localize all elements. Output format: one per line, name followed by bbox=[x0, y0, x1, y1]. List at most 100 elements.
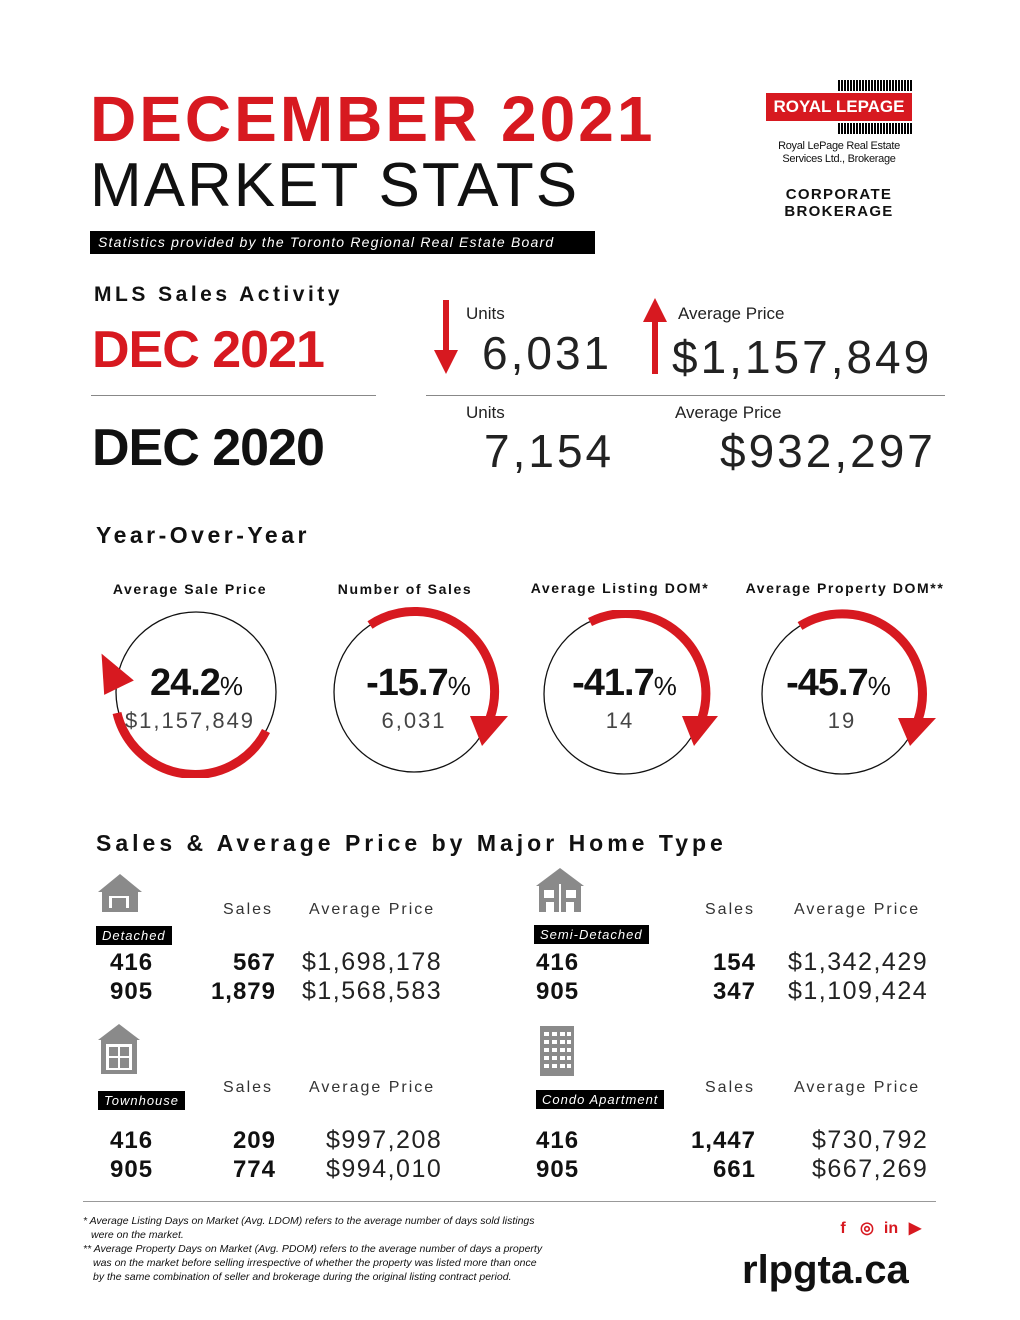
divider-left bbox=[91, 395, 376, 396]
price-header: Average Price bbox=[309, 1079, 436, 1096]
page-subtitle: MARKET STATS bbox=[90, 151, 580, 220]
yoy-label-avg-price: Average Sale Price bbox=[112, 581, 268, 597]
corp-line2: BROKERAGE bbox=[784, 203, 894, 220]
type-tag-townhouse: Townhouse bbox=[98, 1091, 186, 1110]
home-type-heading: Sales & Average Price by Major Home Type bbox=[96, 830, 727, 856]
source-bar: Statistics provided by the Toronto Regio… bbox=[90, 231, 595, 254]
area-416: 416 bbox=[110, 1127, 154, 1154]
area-905: 905 bbox=[536, 978, 580, 1005]
price-header: Average Price bbox=[794, 1079, 921, 1096]
divider-right bbox=[426, 395, 945, 396]
logo-subtitle-line1: Royal LePage Real Estate bbox=[778, 140, 900, 152]
previous-units-value: 7,154 bbox=[484, 425, 615, 477]
footnote-2-line2: was on the market before selling irrespe… bbox=[93, 1257, 537, 1269]
yoy-label-listing-dom: Average Listing DOM* bbox=[530, 580, 710, 596]
previous-price-label: Average Price bbox=[675, 403, 782, 422]
price-header: Average Price bbox=[794, 901, 921, 918]
yoy-sub-avg-price: $1,157,849 bbox=[124, 708, 256, 733]
page-title: DECEMBER 2021 bbox=[90, 83, 656, 155]
sales-value: 661 bbox=[712, 1156, 756, 1183]
logo-barcode-bottom bbox=[838, 123, 912, 134]
area-416: 416 bbox=[536, 949, 580, 976]
price-value: $667,269 bbox=[812, 1155, 929, 1183]
yoy-label-property-dom: Average Property DOM** bbox=[745, 580, 945, 596]
youtube-icon[interactable]: ▶ bbox=[908, 1220, 922, 1237]
type-tag-semi-detached: Semi-Detached bbox=[534, 925, 649, 944]
arrow-up-icon bbox=[643, 298, 667, 374]
yoy-sub-property-dom: 19 bbox=[827, 708, 857, 733]
area-905: 905 bbox=[536, 1156, 580, 1183]
yoy-sub-listing-dom: 14 bbox=[605, 708, 635, 733]
website-link[interactable]: rlpgta.ca bbox=[742, 1248, 909, 1292]
yoy-sub-num-sales: 6,031 bbox=[381, 708, 447, 733]
type-tag-detached: Detached bbox=[96, 926, 172, 945]
area-905: 905 bbox=[110, 978, 154, 1005]
logo-subtitle: Royal LePage Real Estate Services Ltd., … bbox=[766, 140, 912, 166]
area-416: 416 bbox=[110, 949, 154, 976]
yoy-circle-property-dom bbox=[761, 609, 936, 775]
price-value: $1,698,178 bbox=[302, 948, 443, 976]
yoy-pct-listing-dom: -41.7% bbox=[524, 662, 724, 705]
townhouse-icon bbox=[98, 1024, 140, 1074]
pct-value: -45.7 bbox=[786, 662, 869, 704]
previous-price-value: $932,297 bbox=[720, 425, 936, 477]
footnote-1-line2: were on the market. bbox=[91, 1229, 184, 1241]
sales-value: 154 bbox=[712, 949, 756, 976]
pct-value: -41.7 bbox=[572, 662, 655, 704]
logo-barcode-top bbox=[838, 80, 912, 91]
corporate-brokerage: CORPORATE BROKERAGE bbox=[766, 186, 912, 220]
sales-value: 1,879 bbox=[210, 978, 276, 1005]
pct-unit: % bbox=[219, 671, 243, 701]
yoy-circle-avg-price bbox=[101, 611, 277, 778]
footnote-1-line1: * Average Listing Days on Market (Avg. L… bbox=[83, 1215, 535, 1227]
yoy-pct-num-sales: -15.7% bbox=[318, 662, 518, 705]
corp-line1: CORPORATE bbox=[785, 186, 893, 203]
pct-value: 24.2 bbox=[149, 662, 221, 704]
previous-units-label: Units bbox=[466, 403, 505, 422]
pct-unit: % bbox=[447, 671, 471, 701]
current-period-label: DEC 2021 bbox=[92, 321, 325, 379]
previous-period-label: DEC 2020 bbox=[92, 419, 325, 477]
logo-name: ROYAL LEPAGE bbox=[766, 93, 912, 121]
yoy-pct-property-dom: -45.7% bbox=[738, 662, 938, 705]
current-price-value: $1,157,849 bbox=[672, 331, 933, 383]
arrow-down-icon bbox=[434, 300, 458, 374]
yoy-heading: Year-Over-Year bbox=[96, 522, 310, 548]
sales-header: Sales bbox=[223, 1079, 274, 1096]
sales-value: 774 bbox=[232, 1156, 276, 1183]
yoy-pct-avg-price: 24.2% bbox=[96, 662, 296, 705]
price-value: $994,010 bbox=[326, 1155, 443, 1183]
price-value: $1,342,429 bbox=[788, 948, 929, 976]
price-value: $1,568,583 bbox=[302, 977, 443, 1005]
sales-value: 567 bbox=[232, 949, 276, 976]
social-icons: f ◎ in ▶ bbox=[834, 1220, 930, 1238]
sales-value: 347 bbox=[712, 978, 756, 1005]
pct-unit: % bbox=[867, 671, 891, 701]
logo-subtitle-line2: Services Ltd., Brokerage bbox=[782, 153, 896, 165]
pct-unit: % bbox=[653, 671, 677, 701]
pct-value: -15.7 bbox=[366, 662, 449, 704]
linkedin-icon[interactable]: in bbox=[883, 1220, 899, 1237]
house-icon bbox=[98, 874, 142, 912]
yoy-circle-num-sales bbox=[333, 607, 508, 773]
price-value: $1,109,424 bbox=[788, 977, 929, 1005]
footnote-2-line3: by the same combination of seller and br… bbox=[93, 1271, 512, 1283]
sales-value: 209 bbox=[232, 1127, 276, 1154]
footer-divider bbox=[83, 1201, 936, 1202]
sales-value: 1,447 bbox=[690, 1127, 756, 1154]
facebook-icon[interactable]: f bbox=[840, 1220, 846, 1237]
price-value: $730,792 bbox=[812, 1126, 929, 1154]
price-value: $997,208 bbox=[326, 1126, 443, 1154]
price-header: Average Price bbox=[309, 901, 436, 918]
royal-lepage-logo: ROYAL LEPAGE Royal LePage Real Estate Se… bbox=[766, 80, 912, 220]
current-price-label: Average Price bbox=[678, 304, 785, 323]
area-416: 416 bbox=[536, 1127, 580, 1154]
type-tag-condo: Condo Apartment bbox=[536, 1090, 665, 1109]
area-905: 905 bbox=[110, 1156, 154, 1183]
instagram-icon[interactable]: ◎ bbox=[860, 1220, 874, 1237]
yoy-circle-listing-dom bbox=[543, 610, 718, 775]
yoy-label-num-sales: Number of Sales bbox=[337, 581, 473, 597]
mls-heading: MLS Sales Activity bbox=[94, 283, 343, 306]
footnote-2-line1: ** Average Property Days on Market (Avg.… bbox=[83, 1243, 543, 1255]
footnotes: * Average Listing Days on Market (Avg. L… bbox=[83, 1214, 643, 1284]
